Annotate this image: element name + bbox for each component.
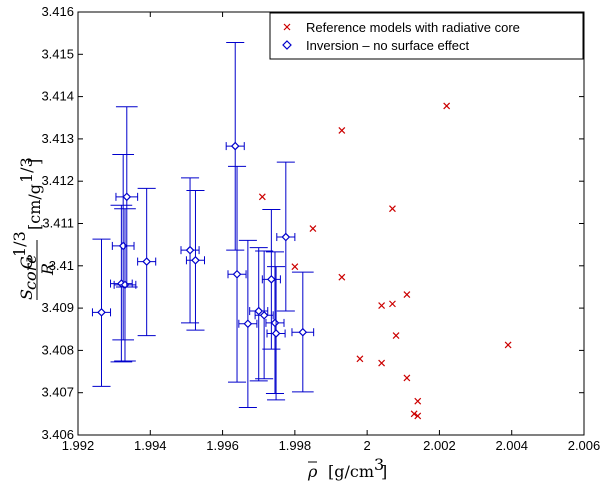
svg-text:[cm/g: [cm/g [25,184,44,230]
diamond-marker [97,307,106,317]
x-tick-label: 2.006 [568,438,601,453]
reference-point [403,374,411,382]
diamond-marker [267,274,276,284]
inversion-point [180,177,200,324]
x-tick-label: 2 [364,438,371,453]
y-axis-label: S core G 1/3 R [cm/g 1/3 ] [10,157,57,300]
diamond-marker [259,310,269,320]
legend-marker-diamond-icon [282,40,292,50]
reference-point [378,302,386,309]
svg-text:ρ: ρ [307,462,318,481]
diamond-marker [281,232,291,242]
x-tick-label: 2.002 [423,438,456,453]
svg-text:G: G [17,256,36,269]
y-tick-label: 3.413 [41,131,74,146]
x-axis-label: ρ [g/cm 3 ] [307,455,387,481]
x-tick-label: 2.004 [495,438,528,453]
inversion-point [254,250,274,380]
reference-point [410,410,418,418]
svg-text:S: S [17,289,36,300]
y-tick-label: 3.414 [41,89,74,104]
x-tick-label: 1.994 [134,438,167,453]
inversion-point [91,238,112,387]
svg-text:3: 3 [374,455,384,474]
diamond-marker [232,269,242,279]
svg-text:core: core [21,254,40,290]
y-tick-label: 3.416 [41,4,74,19]
y-tick-label: 3.408 [41,342,74,357]
x-tick-label: 1.992 [62,438,95,453]
diamond-marker [298,327,308,337]
x-tick-label: 1.998 [279,438,312,453]
reference-point [356,355,364,363]
diamond-marker [271,329,281,338]
legend-marker-x-icon [283,23,291,31]
legend-box [269,12,584,60]
diamond-marker [122,192,132,202]
reference-point [403,291,411,298]
y-tick-label: 3.407 [41,385,74,400]
reference-point [309,225,317,233]
reference-point [258,193,266,201]
diamond-marker [191,255,200,265]
y-axis-ticks: 3.406 3.407 3.408 3.409 3.41 3.411 3.412 3.413 3… [41,4,584,442]
svg-text:[g/cm: [g/cm [328,462,374,481]
inversion-point [249,247,269,382]
inversion-point [115,106,139,288]
x-tick-label: 1.996 [206,438,239,453]
plot-frame [77,11,585,436]
inversion-point [266,266,286,401]
reference-point [291,263,299,271]
diamond-marker [254,306,264,316]
diamond-marker [230,141,240,151]
svg-text:]: ] [381,462,387,481]
svg-text:]: ] [25,159,44,165]
y-tick-label: 3.41 [49,258,74,273]
y-tick-label: 3.409 [41,300,74,315]
y-tick-label: 3.415 [41,46,74,61]
legend: Reference models with radiative core Inv… [269,12,584,60]
diamond-marker [243,319,253,329]
diamond-marker [185,245,195,255]
inversion-point [137,187,157,337]
legend-label-inversion: Inversion – no surface effect [306,38,469,53]
reference-point [389,205,396,213]
inversion-point [291,271,315,393]
y-tick-label: 3.406 [41,427,74,442]
inversion-point [227,165,247,383]
diamond-marker [270,318,280,328]
y-tick-label: 3.411 [42,216,74,231]
inversion-point [185,190,205,331]
reference-point [443,102,451,110]
legend-label-reference: Reference models with radiative core [306,20,520,35]
reference-point [414,397,422,405]
reference-point [392,332,400,340]
inversion-point [261,209,281,350]
reference-series [258,102,512,420]
inversion-point [276,161,296,312]
reference-point [338,127,346,134]
reference-point [389,300,396,308]
svg-text:R: R [38,263,57,276]
reference-point [414,412,422,420]
reference-point [378,359,386,367]
y-tick-label: 3.412 [41,173,74,188]
svg-text:1/3: 1/3 [10,231,29,257]
inversion-series [91,41,315,409]
reference-point [504,341,512,349]
reference-point [338,273,346,281]
inversion-point [238,239,258,409]
svg-text:1/3: 1/3 [17,157,36,183]
inversion-point [225,41,245,251]
diamond-marker [142,257,152,266]
inversion-point [265,251,285,395]
